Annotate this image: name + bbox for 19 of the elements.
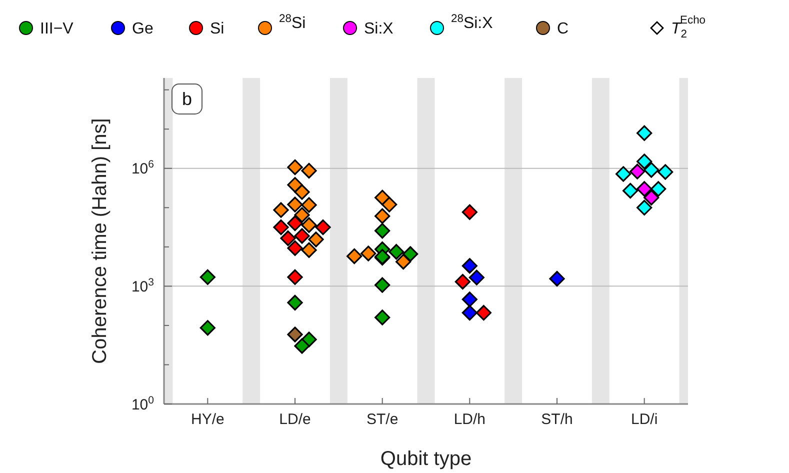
x-tick-label: LD/i: [630, 411, 658, 428]
legend-label: $^{28}$Si: [279, 13, 306, 32]
legend-label: Si:X: [364, 20, 394, 38]
legend-label: Ge: [132, 20, 154, 38]
legend-label: Si: [210, 20, 224, 38]
x-tick-label: ST/e: [366, 411, 398, 428]
annotation: b: [182, 89, 192, 109]
y-tick-label: 10$^{3}$: [131, 276, 154, 296]
legend-label: $^{28}$Si:X: [451, 13, 494, 32]
y-tick-label: 10$^{0}$: [131, 394, 154, 414]
x-axis-title: Qubit type: [380, 448, 472, 470]
x-tick-label: LD/h: [454, 411, 486, 428]
x-tick-label: ST/h: [541, 411, 573, 428]
legend-label: C: [557, 20, 569, 38]
y-tick-label: 10$^{6}$: [131, 158, 154, 178]
legend-label: III−V: [40, 20, 74, 38]
y-axis-title: Coherence time (Hahn) [ns]: [89, 118, 111, 364]
x-tick-label: HY/e: [190, 411, 224, 428]
x-tick-label: LD/e: [279, 411, 311, 428]
